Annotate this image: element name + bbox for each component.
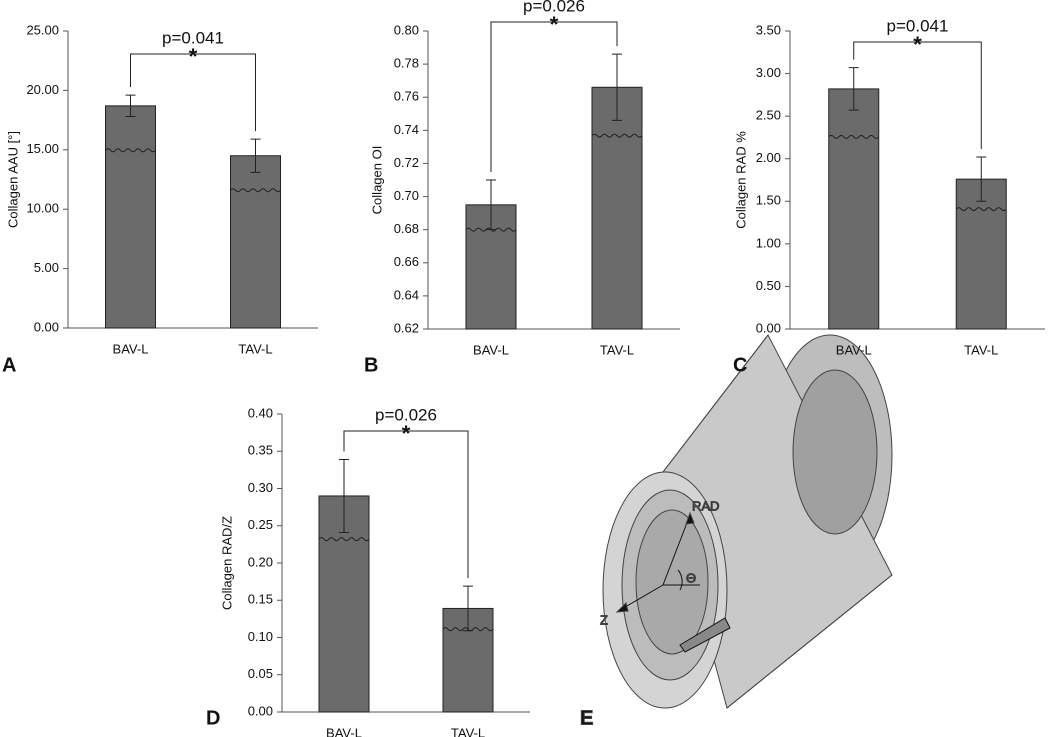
theta-arc bbox=[677, 569, 683, 591]
significance-bracket bbox=[490, 21, 618, 172]
rad-label: RAD bbox=[692, 498, 719, 513]
error-bar bbox=[976, 156, 987, 202]
panel-letter: C bbox=[733, 354, 747, 376]
y-tick-label: 5.00 bbox=[34, 260, 59, 275]
error-bar bbox=[848, 67, 859, 111]
y-axis-label: Collagen RAD % bbox=[733, 131, 748, 229]
bar bbox=[591, 86, 643, 330]
diagram: RAD Θ Z E bbox=[580, 334, 893, 730]
wavy-break bbox=[230, 188, 281, 193]
y-tick-label: 0.35 bbox=[248, 443, 273, 458]
z-label: Z bbox=[600, 612, 608, 627]
y-tick-label: 0.00 bbox=[756, 320, 781, 335]
x-tick-label: TAV-L bbox=[964, 342, 998, 357]
y-tick-label: 2.50 bbox=[756, 108, 781, 123]
y-tick-label: 0.74 bbox=[394, 122, 419, 137]
chart-panel: 0.00 0.05 0.10 0.15 0.20 0.25 0.30 0.35 0.40 Coll… bbox=[206, 405, 530, 737]
chart-panel: 0.62 0.64 0.66 0.68 0.70 0.72 0.74 0.76 0.78 0.80… bbox=[364, 0, 680, 376]
wavy-break bbox=[955, 207, 1007, 212]
error-bar bbox=[250, 138, 261, 173]
x-tick-label: BAV-L bbox=[836, 342, 872, 357]
y-tick-label: 10.00 bbox=[26, 201, 59, 216]
error-bar bbox=[486, 179, 496, 231]
y-tick-label: 0.00 bbox=[248, 703, 273, 718]
arrow-head bbox=[685, 511, 695, 525]
y-tick-label: 3.00 bbox=[756, 65, 781, 80]
panel-letter: B bbox=[364, 354, 378, 376]
x-tick-label: BAV-L bbox=[473, 342, 509, 357]
y-tick-label: 2.00 bbox=[756, 150, 781, 165]
error-bar bbox=[125, 94, 136, 118]
x-tick-label: BAV-L bbox=[113, 341, 149, 356]
p-value: p=0.026 bbox=[523, 0, 585, 15]
bar bbox=[828, 88, 880, 330]
y-tick-label: 0.76 bbox=[394, 89, 419, 104]
y-tick-label: 0.64 bbox=[394, 287, 419, 302]
y-tick-label: 0.20 bbox=[248, 554, 273, 569]
x-tick-label: TAV-L bbox=[238, 341, 272, 356]
x-tick-label: TAV-L bbox=[600, 342, 634, 357]
wavy-break bbox=[828, 134, 880, 139]
chart-panel: 0.00 0.50 1.00 1.50 2.00 2.50 3.00 3.50 Collagen… bbox=[733, 16, 1045, 376]
back-bore bbox=[792, 369, 878, 535]
y-tick-label: 0.25 bbox=[248, 517, 273, 532]
panel-letter: D bbox=[206, 707, 220, 729]
p-value: p=0.041 bbox=[162, 28, 224, 47]
y-tick-label: 25.00 bbox=[26, 22, 59, 37]
panel-letter: E bbox=[580, 707, 593, 729]
y-tick-label: 1.00 bbox=[756, 235, 781, 250]
p-value: p=0.041 bbox=[887, 16, 949, 35]
rad-axis bbox=[662, 514, 691, 586]
y-tick-label: 0.66 bbox=[394, 254, 419, 269]
bar bbox=[955, 178, 1007, 330]
p-value: p=0.026 bbox=[375, 405, 437, 424]
error-bar bbox=[463, 585, 473, 632]
y-tick-label: 0.78 bbox=[394, 56, 419, 71]
significance-star: * bbox=[550, 12, 559, 37]
y-tick-label: 1.50 bbox=[756, 193, 781, 208]
y-tick-label: 0.50 bbox=[756, 278, 781, 293]
wavy-break bbox=[318, 537, 370, 542]
significance-bracket bbox=[853, 41, 982, 150]
y-tick-label: 0.70 bbox=[394, 188, 419, 203]
y-tick-label: 0.80 bbox=[394, 22, 419, 37]
y-tick-label: 20.00 bbox=[26, 82, 59, 97]
y-axis-label: Collagen RAD/Z bbox=[219, 516, 234, 610]
x-tick-label: TAV-L bbox=[451, 725, 485, 737]
error-bar bbox=[339, 458, 349, 533]
panel-letter: A bbox=[2, 354, 16, 376]
cylinder-edge bbox=[662, 334, 893, 709]
y-axis-label: Collagen OI bbox=[369, 146, 384, 215]
bar bbox=[105, 105, 156, 329]
y-tick-label: 15.00 bbox=[26, 141, 59, 156]
significance-bracket bbox=[130, 53, 256, 132]
y-tick-label: 0.05 bbox=[248, 666, 273, 681]
y-tick-label: 0.10 bbox=[248, 629, 273, 644]
significance-star: * bbox=[189, 44, 198, 69]
arrow-head bbox=[615, 602, 629, 613]
y-tick-label: 0.30 bbox=[248, 480, 273, 495]
bar bbox=[230, 155, 281, 329]
y-tick-label: 0.00 bbox=[34, 319, 59, 334]
y-tick-label: 0.40 bbox=[248, 405, 273, 420]
bore bbox=[635, 509, 709, 655]
significance-star: * bbox=[913, 32, 922, 57]
wavy-break bbox=[105, 148, 156, 153]
y-tick-label: 0.15 bbox=[248, 592, 273, 607]
error-bar bbox=[612, 53, 622, 121]
y-axis-label: Collagen AAU [°] bbox=[5, 131, 20, 228]
y-tick-label: 3.50 bbox=[756, 22, 781, 37]
y-tick-label: 0.62 bbox=[394, 320, 419, 335]
y-tick-label: 0.72 bbox=[394, 155, 419, 170]
chart-panel: 0.00 5.00 10.00 15.00 20.00 25.00 Collagen AAU… bbox=[2, 22, 318, 376]
x-tick-label: BAV-L bbox=[326, 725, 362, 737]
wavy-break bbox=[591, 133, 643, 138]
y-tick-label: 0.68 bbox=[394, 221, 419, 236]
sample-strip bbox=[679, 617, 731, 653]
significance-bracket bbox=[343, 430, 469, 579]
theta-label: Θ bbox=[686, 570, 696, 585]
significance-star: * bbox=[402, 421, 411, 446]
